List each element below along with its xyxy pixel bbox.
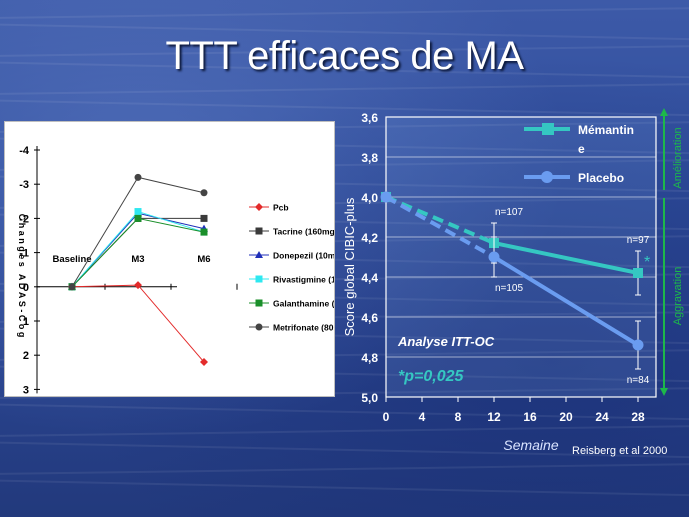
legend-marker-rivastigmine-12mg	[255, 275, 263, 283]
improvement-arrowhead	[660, 108, 668, 116]
data-point-pcb	[134, 281, 142, 290]
series-line-metrifonate-80mg	[71, 176, 205, 288]
y-tick-label: 0	[23, 282, 29, 294]
legend-label-donepezil-10mg: Donepezil (10mg)	[273, 251, 334, 261]
x-tick-label: 16	[523, 410, 537, 424]
data-point-m-mantine	[633, 268, 643, 278]
analysis-label: Analyse ITT-OC	[397, 334, 495, 349]
y-tick-label: 5,0	[361, 391, 378, 405]
y-tick-label: 2	[23, 350, 29, 362]
series-line-tacrine-160mg	[71, 217, 204, 288]
data-point-tacrine-160mg	[200, 214, 208, 222]
y-tick-label: 4,8	[361, 351, 378, 365]
series-line-donepezil-10mg	[71, 212, 205, 288]
series-line-galanthamine-32mg	[71, 217, 205, 288]
data-point-rivastigmine-12mg	[134, 208, 142, 216]
x-category-label: M6	[197, 254, 210, 265]
data-point-placebo	[632, 339, 644, 351]
series-line-placebo	[492, 255, 640, 347]
n-label: n=105	[495, 283, 524, 294]
data-point-metrifonate-80mg	[200, 189, 208, 197]
y-tick-label: 3,6	[361, 111, 378, 125]
y-tick-label: 4,2	[361, 231, 378, 245]
data-point-placebo	[380, 191, 392, 203]
cibic-plus-chart: 3,6 3,8 4,0 4,2 4,4 4,6 4,8 5,0 0 4 8 12 16 20 24 28 Sco…	[342, 108, 684, 457]
legend-label-memantine-wrap: e	[578, 142, 585, 156]
series-line-m-mantine	[493, 241, 639, 275]
y-tick-label: -1	[19, 248, 29, 260]
legend-marker-donepezil-10mg	[255, 251, 263, 258]
series-line-dashed-placebo	[385, 195, 495, 259]
y-tick-label: 4,4	[361, 271, 378, 285]
legend-label-rivastigmine-12mg: Rivastigmine (12mg)	[273, 275, 334, 285]
legend-marker-placebo	[541, 171, 553, 183]
x-tick-label: 24	[595, 410, 609, 424]
adas-cog-chart-panel: -4 -3 -2 -1 0 1 2 3 Baseline M3 M6 Changes ADAS-Cog…	[4, 121, 335, 397]
adas-cog-chart: -4 -3 -2 -1 0 1 2 3 Baseline M3 M6 Changes ADAS-Cog…	[17, 145, 334, 396]
worsening-arrowhead	[660, 388, 668, 396]
x-tick-label: 12	[487, 410, 501, 424]
legend-marker-metrifonate-80mg	[255, 323, 263, 331]
slide-title: TTT efficaces de MA	[165, 34, 524, 78]
legend-marker-galanthamine-32mg	[255, 299, 263, 307]
series-placebo: n=105 n=84	[380, 171, 650, 386]
p-value-label: *p=0,025	[398, 368, 464, 385]
data-point-galanthamine-32mg	[134, 214, 142, 222]
x-tick-label: 28	[631, 410, 645, 424]
x-category-label: Baseline	[52, 254, 91, 265]
series-line-dashed-m-mantine	[385, 195, 495, 245]
y-tick-label: -3	[19, 179, 29, 191]
y-tick-label: 3,8	[361, 151, 378, 165]
source-label: Reisberg et al 2000	[572, 445, 667, 457]
y-tick-label: 3	[23, 384, 29, 396]
n-label: n=97	[627, 235, 650, 246]
x-tick-label: 20	[559, 410, 573, 424]
legend-label-metrifonate-80mg: Metrifonate (80mg)	[273, 323, 334, 333]
series-line-rivastigmine-12mg	[71, 210, 205, 288]
series-metrifonate-80mg: Metrifonate (80mg)	[68, 173, 334, 333]
plot-area	[385, 116, 657, 398]
y-tick-label: 4,0	[361, 191, 378, 205]
x-axis-label: Semaine	[503, 437, 558, 453]
legend-marker-tacrine-160mg	[255, 227, 263, 235]
legend-label-placebo: Placebo	[578, 171, 624, 185]
data-point-pcb	[200, 358, 208, 367]
x-category-label: M3	[131, 254, 144, 265]
y-tick-label: -2	[19, 213, 29, 225]
data-point-metrifonate-80mg	[68, 283, 76, 291]
series-line-pcb	[71, 284, 205, 363]
legend-label-memantine: Mémantin	[578, 123, 634, 137]
worsening-label: Aggravation	[672, 267, 684, 326]
y-axis-label: Changes ADAS-Cog	[17, 214, 27, 340]
n-label: n=107	[495, 207, 524, 218]
legend-marker-m-mantine	[542, 123, 554, 135]
n-label: n=84	[627, 375, 650, 386]
y-tick-label: -4	[19, 145, 30, 157]
x-tick-label: 4	[419, 410, 426, 424]
legend-label-tacrine-160mg: Tacrine (160mg)	[273, 227, 334, 237]
legend-label-pcb: Pcb	[273, 203, 289, 213]
y-axis-label: Score global CIBIC-plus	[342, 197, 357, 336]
legend-label-galanthamine-32mg: Galanthamine (32mg)	[273, 299, 334, 309]
y-tick-label: 4,6	[361, 311, 378, 325]
significance-star: *	[644, 254, 650, 271]
y-tick-label: 1	[23, 316, 29, 328]
data-point-metrifonate-80mg	[134, 173, 142, 181]
data-point-placebo	[488, 251, 500, 263]
data-point-galanthamine-32mg	[200, 228, 208, 236]
series-pcb: Pcb	[68, 203, 289, 367]
x-tick-label: 0	[383, 410, 390, 424]
legend-marker-pcb	[255, 203, 263, 211]
x-tick-label: 8	[455, 410, 462, 424]
improvement-label: Amélioration	[672, 127, 684, 188]
